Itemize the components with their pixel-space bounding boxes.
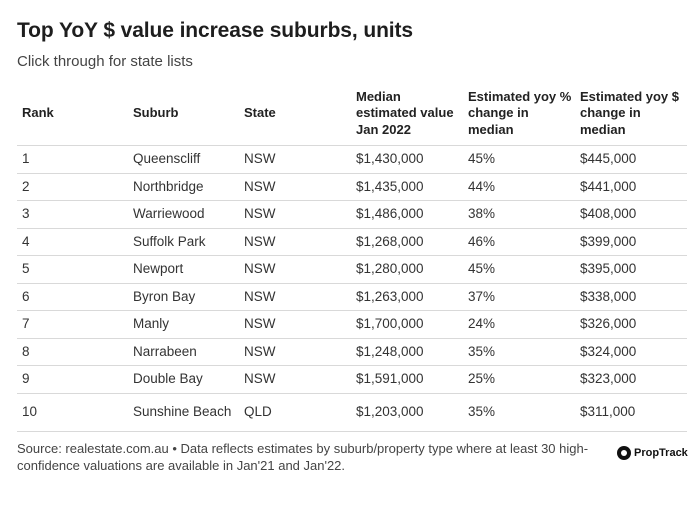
cell-median-value: $1,435,000 xyxy=(351,173,463,201)
cell-state: NSW xyxy=(239,310,351,339)
cell-yoy-percent: 35% xyxy=(463,338,575,366)
cell-rank: 10 xyxy=(17,393,128,432)
cell-state: NSW xyxy=(239,338,351,366)
column-header-state: State xyxy=(239,88,351,146)
column-header-yoy-percent: Estimated yoy % change in median xyxy=(463,88,575,146)
cell-yoy-percent: 35% xyxy=(463,393,575,432)
cell-suburb: Warriewood xyxy=(128,200,239,229)
cell-rank: 9 xyxy=(17,365,128,394)
cell-yoy-percent: 37% xyxy=(463,283,575,311)
cell-yoy-percent: 25% xyxy=(463,365,575,394)
cell-yoy-dollar: $338,000 xyxy=(575,283,687,311)
proptrack-logo: PropTrack xyxy=(617,446,688,460)
cell-suburb: Suffolk Park xyxy=(128,228,239,256)
cell-median-value: $1,430,000 xyxy=(351,145,463,174)
cell-suburb: Double Bay xyxy=(128,365,239,394)
cell-yoy-dollar: $323,000 xyxy=(575,365,687,394)
cell-suburb: Manly xyxy=(128,310,239,339)
table-row: 2 Northbridge NSW $1,435,000 44% $441,000 xyxy=(17,173,687,201)
column-header-median-value: Median estimated value Jan 2022 xyxy=(351,88,463,146)
cell-state: NSW xyxy=(239,283,351,311)
cell-rank: 8 xyxy=(17,338,128,366)
cell-suburb: Byron Bay xyxy=(128,283,239,311)
cell-suburb: Sunshine Beach xyxy=(128,393,239,432)
cell-yoy-percent: 44% xyxy=(463,173,575,201)
cell-rank: 2 xyxy=(17,173,128,201)
cell-yoy-dollar: $326,000 xyxy=(575,310,687,339)
table-row: 3 Warriewood NSW $1,486,000 38% $408,000 xyxy=(17,200,687,229)
cell-state: NSW xyxy=(239,173,351,201)
cell-median-value: $1,268,000 xyxy=(351,228,463,256)
cell-rank: 6 xyxy=(17,283,128,311)
cell-yoy-percent: 46% xyxy=(463,228,575,256)
cell-median-value: $1,248,000 xyxy=(351,338,463,366)
table-row: 1 Queenscliff NSW $1,430,000 45% $445,000 xyxy=(17,145,687,174)
cell-median-value: $1,486,000 xyxy=(351,200,463,229)
cell-state: NSW xyxy=(239,255,351,284)
table-row: 4 Suffolk Park NSW $1,268,000 46% $399,000 xyxy=(17,228,687,256)
table-row: 10 Sunshine Beach QLD $1,203,000 35% $311,000 xyxy=(17,393,687,432)
table-body: 1 Queenscliff NSW $1,430,000 45% $445,000 2 Nor… xyxy=(17,145,687,432)
cell-rank: 1 xyxy=(17,145,128,174)
cell-yoy-dollar: $441,000 xyxy=(575,173,687,201)
suburbs-table: Rank Suburb State Median estimated value… xyxy=(17,88,687,432)
cell-rank: 4 xyxy=(17,228,128,256)
cell-yoy-dollar: $324,000 xyxy=(575,338,687,366)
cell-yoy-dollar: $408,000 xyxy=(575,200,687,229)
cell-yoy-dollar: $395,000 xyxy=(575,255,687,284)
page-subtitle[interactable]: Click through for state lists xyxy=(17,53,193,70)
cell-suburb: Narrabeen xyxy=(128,338,239,366)
cell-yoy-dollar: $311,000 xyxy=(575,393,687,432)
table-row: 8 Narrabeen NSW $1,248,000 35% $324,000 xyxy=(17,338,687,366)
cell-state: NSW xyxy=(239,365,351,394)
cell-median-value: $1,700,000 xyxy=(351,310,463,339)
cell-suburb: Queenscliff xyxy=(128,145,239,174)
cell-yoy-percent: 45% xyxy=(463,255,575,284)
page-title: Top YoY $ value increase suburbs, units xyxy=(17,19,414,42)
column-header-suburb: Suburb xyxy=(128,88,239,146)
cell-yoy-percent: 38% xyxy=(463,200,575,229)
cell-median-value: $1,203,000 xyxy=(351,393,463,432)
cell-yoy-percent: 45% xyxy=(463,145,575,174)
column-header-rank: Rank xyxy=(17,88,128,146)
column-header-yoy-dollar: Estimated yoy $ change in median xyxy=(575,88,687,146)
cell-suburb: Newport xyxy=(128,255,239,284)
cell-rank: 5 xyxy=(17,255,128,284)
cell-median-value: $1,591,000 xyxy=(351,365,463,394)
source-note: Source: realestate.com.au • Data reflect… xyxy=(17,441,589,473)
table-header-row: Rank Suburb State Median estimated value… xyxy=(17,88,687,146)
cell-median-value: $1,263,000 xyxy=(351,283,463,311)
cell-rank: 3 xyxy=(17,200,128,229)
proptrack-logo-icon xyxy=(617,446,631,460)
cell-suburb: Northbridge xyxy=(128,173,239,201)
cell-state: QLD xyxy=(239,393,351,432)
cell-yoy-dollar: $445,000 xyxy=(575,145,687,174)
cell-state: NSW xyxy=(239,200,351,229)
table-row: 7 Manly NSW $1,700,000 24% $326,000 xyxy=(17,310,687,339)
cell-yoy-dollar: $399,000 xyxy=(575,228,687,256)
table-row: 6 Byron Bay NSW $1,263,000 37% $338,000 xyxy=(17,283,687,311)
cell-rank: 7 xyxy=(17,310,128,339)
cell-median-value: $1,280,000 xyxy=(351,255,463,284)
table-row: 9 Double Bay NSW $1,591,000 25% $323,000 xyxy=(17,365,687,394)
logo-text: PropTrack xyxy=(634,447,688,459)
cell-yoy-percent: 24% xyxy=(463,310,575,339)
table-row: 5 Newport NSW $1,280,000 45% $395,000 xyxy=(17,255,687,284)
cell-state: NSW xyxy=(239,145,351,174)
cell-state: NSW xyxy=(239,228,351,256)
